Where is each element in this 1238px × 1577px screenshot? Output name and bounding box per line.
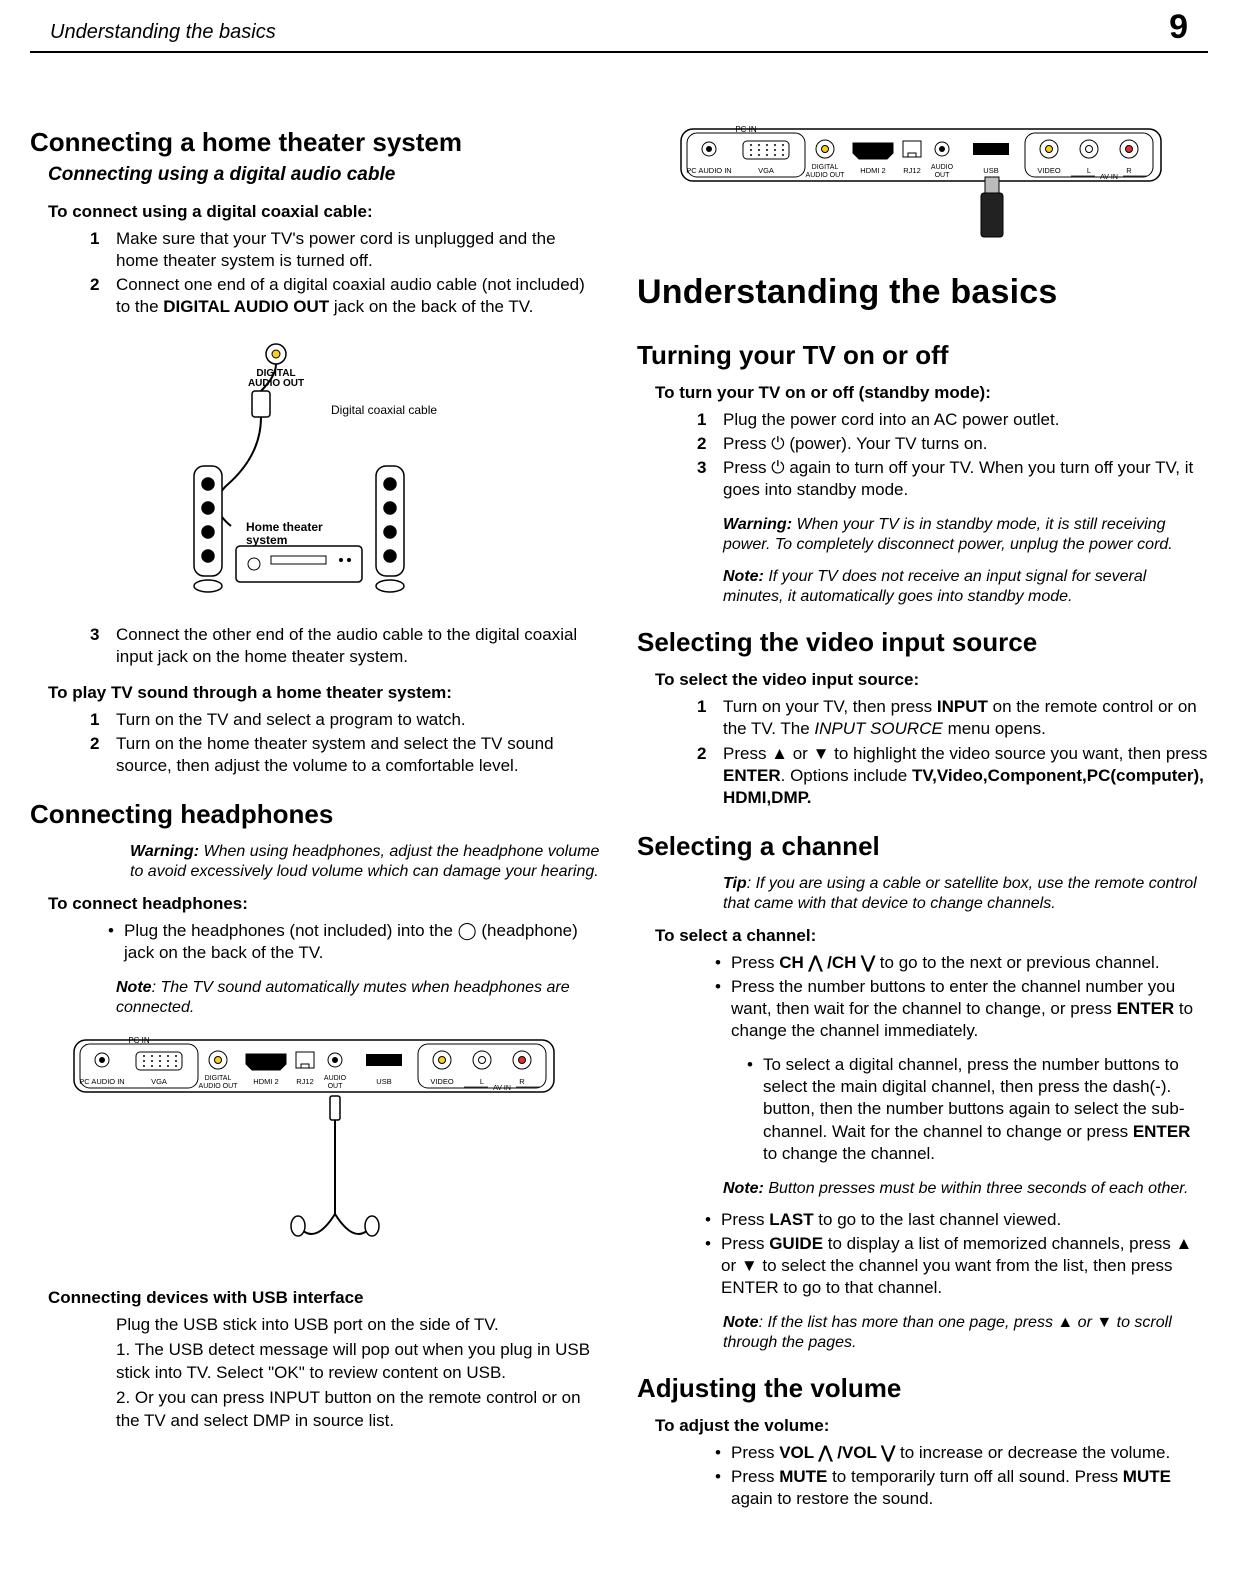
coax-steps-cont: 3Connect the other end of the audio cabl… [30, 622, 601, 670]
lead-coax: To connect using a digital coaxial cable… [48, 202, 601, 222]
svg-text:DIGITAL: DIGITAL [204, 1075, 231, 1082]
svg-text:AV IN: AV IN [493, 1085, 511, 1092]
channel-bullets: Press CH ⋀ /CH ⋁ to go to the next or pr… [637, 950, 1208, 1044]
volume-bullets: Press VOL ⋀ /VOL ⋁ to increase or decrea… [637, 1440, 1208, 1512]
play-step-2: 2Turn on the home theater system and sel… [90, 733, 601, 777]
tip-channel: Tip: If you are using a cable or satelli… [723, 874, 1208, 914]
svg-text:VIDEO: VIDEO [1037, 166, 1061, 175]
vol-bullet-2: Press MUTE to temporarily turn off all s… [715, 1466, 1208, 1510]
svg-text:PC IN: PC IN [128, 1036, 150, 1045]
svg-text:PC AUDIO IN: PC AUDIO IN [79, 1077, 124, 1086]
left-column: Connecting a home theater system Connect… [30, 113, 601, 1518]
svg-text:VIDEO: VIDEO [430, 1077, 454, 1086]
warning-standby: Warning: When your TV is in standby mode… [723, 515, 1208, 555]
diagram-home-theater: DIGITAL AUDIO OUT Digital coaxial cable [30, 336, 601, 606]
input-step-1: 1Turn on your TV, then press INPUT on th… [697, 696, 1208, 740]
lead-turn: To turn your TV on or off (standby mode)… [655, 383, 1208, 403]
svg-text:OUT: OUT [934, 172, 950, 179]
label-ht-system: Home theater [246, 520, 323, 534]
svg-text:AUDIO OUT: AUDIO OUT [198, 1083, 238, 1090]
note-standby: Note: If your TV does not receive an inp… [723, 567, 1208, 607]
warning-headphones: Warning: When using headphones, adjust t… [130, 842, 601, 882]
lead-input: To select the video input source: [655, 670, 1208, 690]
diagram-backpanel-headphones: PC INPC AUDIO INVGADIGITALAUDIO OUTHDMI … [30, 1034, 601, 1264]
usb-body: Plug the USB stick into USB port on the … [116, 1312, 601, 1435]
backpanel-svg-2: PC INPC AUDIO INVGADIGITALAUDIO OUTHDMI … [653, 123, 1193, 253]
right-column: PC INPC AUDIO INVGADIGITALAUDIO OUTHDMI … [637, 113, 1208, 1518]
label-coax-cable: Digital coaxial cable [331, 403, 437, 417]
svg-text:AUDIO OUT: AUDIO OUT [247, 378, 303, 389]
page-header: Understanding the basics 9 [30, 0, 1208, 53]
heading-channel: Selecting a channel [637, 831, 1208, 862]
note-headphones: Note: The TV sound automatically mutes w… [116, 978, 601, 1018]
note-channel-2: Note: If the list has more than one page… [723, 1313, 1208, 1353]
channel-bullets-2: Press LAST to go to the last channel vie… [637, 1207, 1208, 1301]
coax-step-2: 2Connect one end of a digital coaxial au… [90, 274, 601, 318]
ch2-bullet-1: Press LAST to go to the last channel vie… [705, 1209, 1208, 1231]
turn-step-1: 1Plug the power cord into an AC power ou… [697, 409, 1208, 431]
svg-text:AUDIO OUT: AUDIO OUT [805, 172, 845, 179]
play-step-1: 1Turn on the TV and select a program to … [90, 709, 601, 731]
turn-steps: 1Plug the power cord into an AC power ou… [637, 407, 1208, 503]
diagram-backpanel-usb: PC INPC AUDIO INVGADIGITALAUDIO OUTHDMI … [637, 123, 1208, 253]
svg-text:L: L [479, 1077, 483, 1086]
svg-text:PC IN: PC IN [735, 125, 757, 134]
svg-text:system: system [246, 533, 287, 547]
svg-text:R: R [519, 1077, 525, 1086]
svg-text:VGA: VGA [758, 166, 774, 175]
ch-bullet-1: Press CH ⋀ /CH ⋁ to go to the next or pr… [715, 952, 1208, 974]
svg-text:RJ12: RJ12 [903, 166, 921, 175]
coax-steps: 1Make sure that your TV's power cord is … [30, 226, 601, 320]
hp-bullet-1: Plug the headphones (not included) into … [108, 920, 601, 964]
svg-text:OUT: OUT [327, 1083, 343, 1090]
vol-bullet-1: Press VOL ⋀ /VOL ⋁ to increase or decrea… [715, 1442, 1208, 1464]
usb-p3: 2. Or you can press INPUT button on the … [116, 1387, 601, 1433]
coax-step-1: 1Make sure that your TV's power cord is … [90, 228, 601, 272]
svg-text:PC AUDIO IN: PC AUDIO IN [686, 166, 731, 175]
note-channel: Note: Button presses must be within thre… [723, 1179, 1208, 1199]
svg-text:AUDIO: AUDIO [930, 164, 953, 171]
svg-text:AV IN: AV IN [1100, 174, 1118, 181]
turn-step-2: 2Press ⏻ (power). Your TV turns on. [697, 433, 1208, 455]
heading-input: Selecting the video input source [637, 627, 1208, 658]
svg-text:R: R [1126, 166, 1132, 175]
svg-text:AUDIO: AUDIO [323, 1075, 346, 1082]
usb-p2: 1. The USB detect message will pop out w… [116, 1339, 601, 1385]
svg-text:HDMI 2: HDMI 2 [860, 166, 885, 175]
svg-text:L: L [1086, 166, 1090, 175]
heading-headphones: Connecting headphones [30, 799, 601, 830]
input-steps: 1Turn on your TV, then press INPUT on th… [637, 694, 1208, 810]
page-number: 9 [1169, 8, 1188, 47]
lead-volume: To adjust the volume: [655, 1416, 1208, 1436]
play-steps: 1Turn on the TV and select a program to … [30, 707, 601, 779]
coax-step-3: 3Connect the other end of the audio cabl… [90, 624, 601, 668]
heading-usb: Connecting devices with USB interface [48, 1288, 601, 1308]
heading-digital-cable: Connecting using a digital audio cable [48, 164, 601, 186]
heading-volume: Adjusting the volume [637, 1373, 1208, 1404]
svg-text:USB: USB [983, 166, 998, 175]
lead-headphones: To connect headphones: [48, 894, 601, 914]
ch-sub-1: To select a digital channel, press the n… [747, 1054, 1208, 1164]
svg-text:DIGITAL: DIGITAL [811, 164, 838, 171]
backpanel-svg: PC INPC AUDIO INVGADIGITALAUDIO OUTHDMI … [46, 1034, 586, 1264]
ch-bullet-2: Press the number buttons to enter the ch… [715, 976, 1208, 1042]
usb-p1: Plug the USB stick into USB port on the … [116, 1314, 601, 1337]
svg-text:HDMI 2: HDMI 2 [253, 1077, 278, 1086]
channel-sub-bullets: To select a digital channel, press the n… [637, 1052, 1208, 1166]
svg-text:USB: USB [376, 1077, 391, 1086]
svg-text:RJ12: RJ12 [296, 1077, 314, 1086]
hp-bullets: Plug the headphones (not included) into … [30, 918, 601, 966]
turn-step-3: 3Press ⏻ again to turn off your TV. When… [697, 457, 1208, 501]
heading-main: Understanding the basics [637, 273, 1208, 312]
lead-channel: To select a channel: [655, 926, 1208, 946]
heading-turning: Turning your TV on or off [637, 340, 1208, 371]
svg-text:VGA: VGA [151, 1077, 167, 1086]
input-step-2: 2Press ▲ or ▼ to highlight the video sou… [697, 743, 1208, 809]
heading-connect-ht: Connecting a home theater system [30, 127, 601, 158]
header-title: Understanding the basics [50, 21, 276, 44]
lead-play: To play TV sound through a home theater … [48, 683, 601, 703]
ch2-bullet-2: Press GUIDE to display a list of memoriz… [705, 1233, 1208, 1299]
